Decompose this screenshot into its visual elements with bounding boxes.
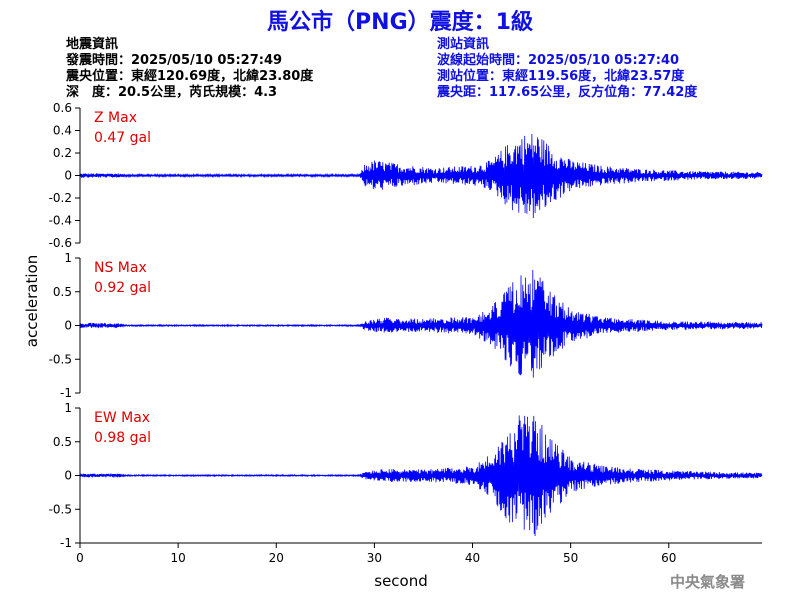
max-label: Z Max bbox=[94, 110, 137, 126]
y-tick-label: -0.4 bbox=[49, 214, 72, 228]
wave-start-time: 波線起始時間：2025/05/10 05:27:40 bbox=[437, 53, 680, 68]
x-axis-label: second bbox=[374, 572, 428, 590]
panel-ew: 1 0.5 0 -0.5 -1 EW Max 0.98 gal bbox=[49, 401, 763, 550]
quake-info-heading: 地震資訊 bbox=[66, 37, 119, 52]
waveform-trace bbox=[79, 269, 763, 378]
y-tick-label: 0.5 bbox=[53, 285, 72, 299]
max-value: 0.92 gal bbox=[94, 280, 151, 296]
panel-ns: 1 0.5 0 -0.5 -1 NS Max 0.92 gal bbox=[49, 251, 763, 400]
chart-title: 馬公市（PNG）震度：1級 bbox=[267, 10, 533, 35]
x-tick-label: 60 bbox=[661, 551, 676, 565]
max-label: EW Max bbox=[94, 410, 150, 426]
station-location: 測站位置：東經119.56度，北緯23.57度 bbox=[437, 69, 685, 84]
x-tick-label: 30 bbox=[367, 551, 382, 565]
x-tick-label: 10 bbox=[170, 551, 185, 565]
waveform-trace bbox=[79, 133, 763, 219]
max-label: NS Max bbox=[94, 260, 147, 276]
y-tick-label: -1 bbox=[60, 536, 72, 550]
waveform-trace bbox=[79, 415, 763, 537]
y-tick-label: 0 bbox=[64, 169, 72, 183]
y-tick-label: 1 bbox=[64, 401, 72, 415]
y-tick-label: -0.5 bbox=[49, 502, 72, 516]
x-tick-label: 0 bbox=[76, 551, 84, 565]
y-tick-label: -0.2 bbox=[49, 191, 72, 205]
epicentral-distance: 震央距：117.65公里，反方位角：77.42度 bbox=[437, 85, 698, 100]
agency-watermark: 中央氣象署 bbox=[669, 573, 745, 591]
y-axis-label: acceleration bbox=[23, 255, 41, 347]
y-tick-label: 0.5 bbox=[53, 435, 72, 449]
origin-time: 發震時間：2025/05/10 05:27:49 bbox=[66, 53, 283, 68]
y-tick-label: 0.6 bbox=[53, 101, 72, 115]
depth-magnitude: 深 度：20.5公里，芮氏規模：4.3 bbox=[66, 85, 278, 100]
y-tick-label: 0.4 bbox=[53, 124, 72, 138]
y-tick-label: 1 bbox=[64, 251, 72, 265]
x-tick-label: 40 bbox=[465, 551, 480, 565]
max-value: 0.98 gal bbox=[94, 430, 151, 446]
y-tick-label: 0.2 bbox=[53, 146, 72, 160]
station-info-block: 測站資訊 波線起始時間：2025/05/10 05:27:40 測站位置：東經1… bbox=[437, 37, 697, 101]
x-tick-label: 50 bbox=[563, 551, 578, 565]
max-value: 0.47 gal bbox=[94, 130, 151, 146]
x-tick-label: 20 bbox=[269, 551, 284, 565]
y-tick-label: -0.5 bbox=[49, 352, 72, 366]
panel-z: 0.6 0.4 0.2 0 -0.2 -0.4 -0.6 Z Max 0.47 gal bbox=[49, 101, 763, 250]
y-tick-label: -0.6 bbox=[49, 236, 72, 250]
y-tick-label: 0 bbox=[64, 319, 72, 333]
station-info-heading: 測站資訊 bbox=[437, 37, 490, 52]
y-tick-label: -1 bbox=[60, 386, 72, 400]
epicenter-location: 震央位置：東經120.69度，北緯23.80度 bbox=[66, 69, 314, 84]
quake-info-block: 地震資訊 發震時間：2025/05/10 05:27:49 震央位置：東經120… bbox=[66, 37, 313, 101]
y-tick-label: 0 bbox=[64, 469, 72, 483]
